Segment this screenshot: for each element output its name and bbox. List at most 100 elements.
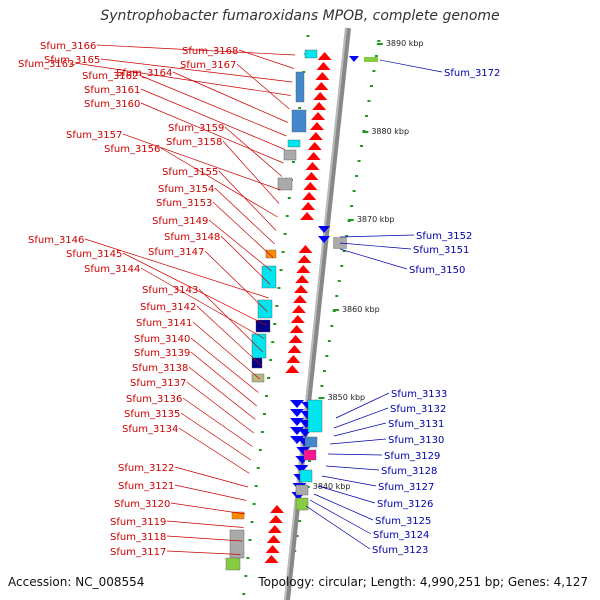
gene-leader-right (327, 453, 383, 456)
gene-leader-left (174, 466, 249, 488)
gene-arrow (267, 525, 282, 533)
inner-ring-dot (242, 593, 246, 595)
gene-leader-left (166, 550, 241, 555)
gene-arrow (308, 132, 323, 140)
ring-dot (360, 145, 364, 147)
ring-dot (330, 325, 334, 327)
gene-box (304, 436, 318, 448)
gene-box (277, 177, 293, 191)
gene-box (287, 139, 301, 148)
gene-arrow (302, 192, 317, 200)
gene-arrow (288, 335, 303, 343)
gene-leader-left (178, 427, 250, 474)
gene-box (303, 449, 317, 461)
inner-ring-dot (260, 431, 264, 433)
gene-label-left: Sfum_3139 (134, 348, 190, 359)
gene-label-right: Sfum_3150 (409, 265, 465, 276)
gene-arrow (313, 92, 328, 100)
gene-box (295, 71, 305, 103)
ring-dot (345, 235, 349, 237)
gene-leader-right (339, 248, 408, 270)
gene-box (225, 557, 241, 571)
gene-label-left: Sfum_3156 (104, 144, 160, 155)
gene-box (295, 497, 309, 511)
gene-arrow (300, 212, 315, 220)
gene-label-left: Sfum_3160 (84, 99, 140, 110)
gene-label-left: Sfum_3167 (180, 60, 236, 71)
inner-ring-dot (262, 413, 266, 415)
kbp-tick (376, 43, 383, 45)
gene-arrow-reverse (290, 400, 304, 408)
gene-leader-left (192, 321, 261, 380)
ring-dot (364, 115, 368, 117)
gene-leader-left (190, 351, 258, 407)
ring-dot (308, 460, 312, 462)
gene-label-left: Sfum_3145 (66, 249, 122, 260)
gene-label-right: Sfum_3129 (384, 451, 440, 462)
gene-label-left: Sfum_3164 (116, 68, 172, 79)
gene-leader-right (305, 505, 371, 550)
ring-dot (337, 280, 341, 282)
inner-ring-dot (250, 521, 254, 523)
gene-arrow (289, 325, 304, 333)
gene-label-right: Sfum_3130 (388, 435, 444, 446)
inner-ring-dot (279, 269, 283, 271)
gene-leader-left (160, 147, 278, 218)
gene-leader-left (166, 520, 244, 528)
gene-label-right: Sfum_3125 (375, 516, 431, 527)
gene-box (364, 57, 378, 62)
gene-leader-left (186, 381, 255, 434)
inner-ring-dot (258, 449, 262, 451)
kbp-mark: 3850 kbp (327, 393, 365, 402)
gene-leader-left (218, 170, 277, 231)
gene-label-left: Sfum_3121 (118, 481, 174, 492)
gene-arrow (286, 355, 301, 363)
gene-arrow (315, 72, 330, 80)
gene-arrow (306, 152, 321, 160)
gene-leader-left (140, 267, 265, 339)
gene-leader-left (198, 288, 263, 353)
gene-arrow (295, 275, 310, 283)
gene-box (251, 373, 265, 383)
gene-box (295, 484, 309, 496)
gene-arrow (290, 315, 305, 323)
gene-label-right: Sfum_3152 (416, 231, 472, 242)
ring-dot (350, 205, 354, 207)
gene-label-right: Sfum_3123 (372, 545, 428, 556)
gene-leader-left (122, 252, 266, 326)
gene-label-left: Sfum_3118 (110, 532, 166, 543)
gene-label-left: Sfum_3117 (110, 547, 166, 558)
gene-arrow (305, 162, 320, 170)
gene-label-left: Sfum_3141 (136, 318, 192, 329)
inner-ring-dot (248, 539, 252, 541)
gene-leader-left (182, 397, 253, 447)
gene-leader-left (84, 238, 269, 299)
ring-dot (320, 385, 324, 387)
gene-label-left: Sfum_3148 (164, 232, 220, 243)
gene-label-right: Sfum_3151 (413, 245, 469, 256)
gene-leader-left (138, 74, 287, 137)
gene-label-right: Sfum_3132 (390, 404, 446, 415)
gene-leader-left (236, 63, 290, 110)
kbp-mark: 3880 kbp (371, 127, 409, 136)
gene-label-left: Sfum_3154 (158, 184, 214, 195)
gene-arrow (311, 112, 326, 120)
inner-ring-dot (273, 323, 277, 325)
gene-arrow (294, 285, 309, 293)
ring-dot (357, 160, 361, 162)
gene-arrow-reverse (290, 427, 304, 435)
gene-label-left: Sfum_3168 (182, 46, 238, 57)
gene-leader-left (214, 187, 275, 245)
gene-arrow-reverse (294, 465, 309, 473)
gene-leader-right (339, 242, 412, 250)
topology-label: Topology: circular; Length: 4,990,251 bp… (258, 575, 588, 589)
gene-label-left: Sfum_3137 (130, 378, 186, 389)
gene-arrow (303, 182, 318, 190)
gene-label-left: Sfum_3135 (124, 409, 180, 420)
gene-box (255, 319, 271, 333)
inner-ring-dot (271, 341, 275, 343)
gene-label-left: Sfum_3143 (142, 285, 198, 296)
ring-dot (295, 535, 299, 537)
gene-leader-left (140, 88, 286, 150)
